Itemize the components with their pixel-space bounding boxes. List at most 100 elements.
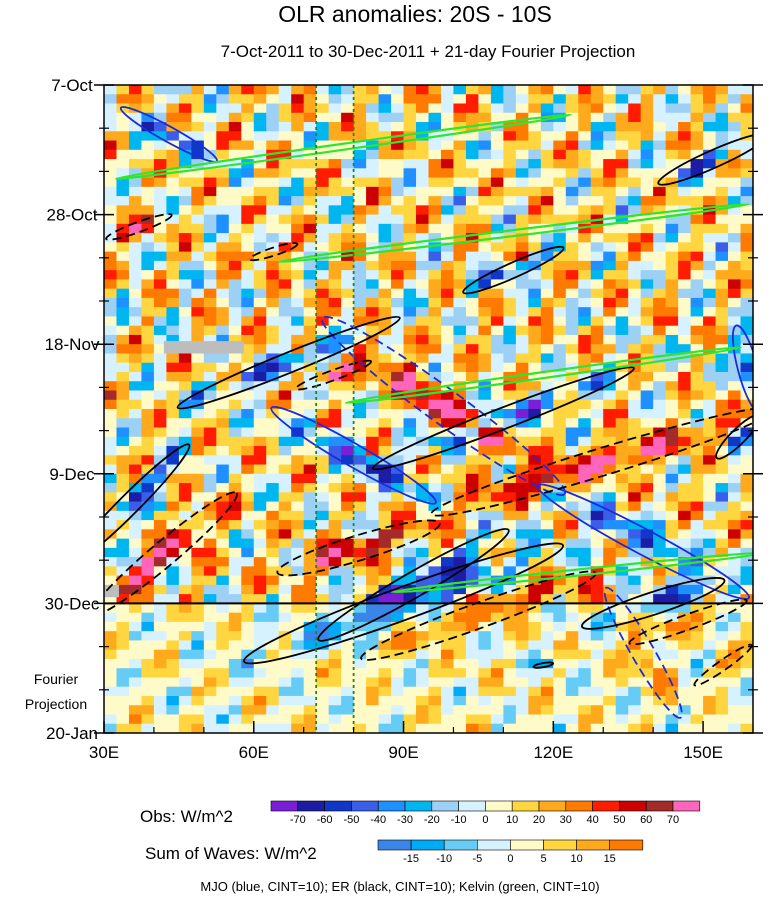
- heatmap-cell: [316, 381, 330, 392]
- heatmap-cell: [715, 242, 729, 253]
- heatmap-cell: [203, 149, 217, 160]
- colorbar-swatch: [619, 800, 647, 812]
- colorbar-tick-label: 10: [570, 853, 582, 865]
- heatmap-cell: [678, 501, 692, 512]
- heatmap-cell: [453, 723, 467, 733]
- heatmap-cell: [316, 279, 330, 290]
- heatmap-cell: [453, 353, 467, 364]
- heatmap-cell: [403, 640, 417, 651]
- heatmap-cell: [353, 575, 367, 586]
- heatmap-cell: [540, 140, 554, 151]
- heatmap-cell: [728, 94, 742, 105]
- heatmap-cell: [540, 307, 554, 318]
- heatmap-cell: [228, 640, 242, 651]
- heatmap-cell: [104, 94, 118, 105]
- heatmap-cell: [366, 159, 380, 169]
- heatmap-cell: [253, 464, 267, 475]
- heatmap-cell: [128, 362, 143, 373]
- heatmap-cell: [640, 307, 654, 318]
- heatmap-cell: [428, 307, 442, 318]
- heatmap-cell: [178, 695, 192, 706]
- heatmap-cell: [328, 714, 342, 725]
- heatmap-cell: [428, 483, 442, 493]
- heatmap-cell: [191, 168, 205, 179]
- heatmap-cell: [116, 186, 130, 197]
- heatmap-cell: [241, 695, 255, 706]
- heatmap-cell: [440, 122, 455, 132]
- heatmap-cell: [603, 223, 617, 234]
- heatmap-cell: [453, 344, 467, 355]
- heatmap-cell: [241, 390, 255, 401]
- heatmap-cell: [440, 529, 455, 540]
- heatmap-cell: [578, 214, 592, 225]
- heatmap-cell: [378, 371, 392, 382]
- heatmap-cell: [565, 205, 579, 216]
- heatmap-cell: [416, 122, 430, 132]
- heatmap-cell: [490, 288, 504, 299]
- heatmap-cell: [403, 705, 417, 716]
- heatmap-cell: [266, 307, 280, 318]
- er-contour-positive: [693, 643, 753, 687]
- heatmap-cell: [615, 205, 629, 216]
- heatmap-cell: [153, 334, 167, 345]
- heatmap-cell: [391, 594, 405, 604]
- heatmap-cell: [303, 177, 317, 188]
- heatmap-cell: [615, 668, 629, 679]
- heatmap-cell: [128, 177, 143, 188]
- heatmap-cell: [303, 668, 317, 679]
- heatmap-cell: [740, 168, 753, 179]
- heatmap-cell: [116, 140, 130, 151]
- heatmap-cell: [478, 334, 492, 345]
- heatmap-cell: [166, 695, 180, 706]
- heatmap-cell: [628, 85, 642, 95]
- heatmap-cell: [178, 399, 192, 410]
- heatmap-cell: [228, 214, 242, 225]
- heatmap-cell: [715, 594, 729, 604]
- heatmap-cell: [628, 131, 642, 142]
- heatmap-cell: [640, 242, 654, 253]
- heatmap-cell: [216, 677, 230, 688]
- colorbar-swatch: [672, 800, 701, 812]
- heatmap-cell: [191, 668, 205, 679]
- heatmap-cell: [578, 353, 592, 364]
- heatmap-cell: [603, 575, 617, 586]
- heatmap-cell: [216, 436, 230, 447]
- heatmap-cell: [278, 288, 292, 299]
- heatmap-cell: [203, 668, 217, 679]
- heatmap-cell: [628, 353, 642, 364]
- heatmap-cell: [178, 714, 192, 725]
- heatmap-cell: [403, 399, 417, 410]
- heatmap-cell: [253, 233, 267, 243]
- heatmap-cell: [266, 381, 280, 392]
- heatmap-cell: [678, 409, 692, 419]
- heatmap-cell: [565, 658, 579, 669]
- heatmap-cell: [241, 603, 255, 614]
- heatmap-cell: [490, 584, 504, 595]
- heatmap-cell: [153, 705, 167, 716]
- heatmap-cell: [565, 307, 579, 318]
- heatmap-cell: [403, 649, 417, 660]
- heatmap-cell: [740, 446, 753, 456]
- heatmap-cell: [528, 566, 542, 577]
- heatmap-cell: [578, 501, 592, 512]
- heatmap-cell: [565, 723, 579, 733]
- heatmap-cell: [490, 251, 504, 262]
- heatmap-cell: [416, 714, 430, 725]
- heatmap-cell: [278, 446, 292, 456]
- heatmap-cell: [353, 695, 367, 706]
- heatmap-cell: [453, 334, 467, 345]
- heatmap-cell: [403, 344, 417, 355]
- heatmap-cell: [253, 242, 267, 253]
- heatmap-cell: [353, 446, 367, 456]
- heatmap-cell: [166, 288, 180, 299]
- heatmap-cell: [216, 334, 230, 345]
- heatmap-cell: [453, 251, 467, 262]
- heatmap-cell: [615, 122, 629, 132]
- heatmap-cell: [715, 131, 729, 142]
- heatmap-cell: [453, 205, 467, 216]
- heatmap-cell: [640, 436, 654, 447]
- heatmap-cell: [440, 584, 455, 595]
- heatmap-cell: [665, 520, 679, 530]
- heatmap-cell: [378, 103, 392, 114]
- heatmap-cell: [166, 297, 180, 308]
